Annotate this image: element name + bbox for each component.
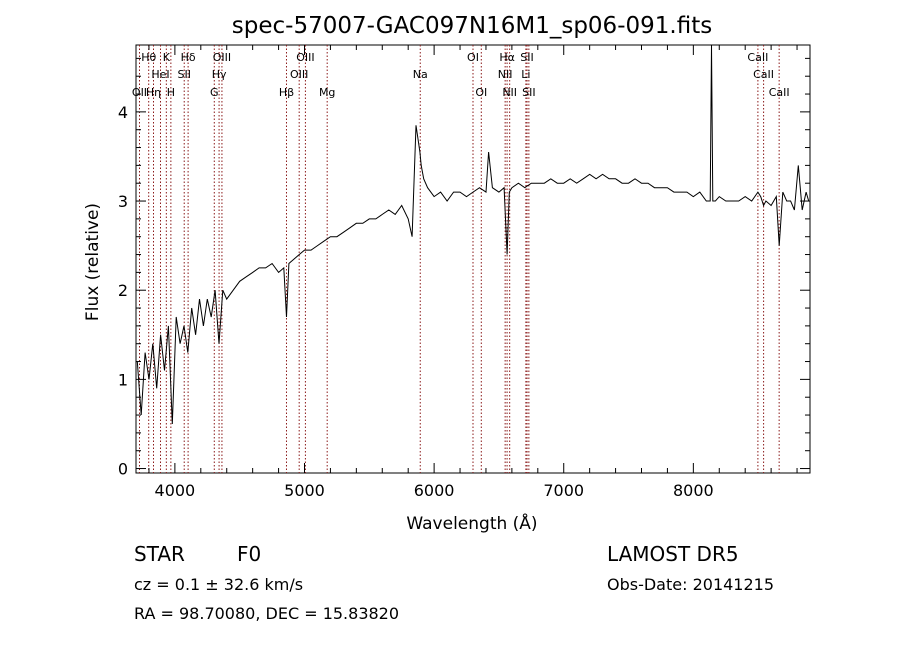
spectrum-series [136,44,810,425]
plot-area: OII Hθ HeI Hη K H Hδ SII OIII Hγ G Hβ OIII OIII Mg Na OI… [118,44,811,500]
spectral-line-label: CaII [769,86,790,99]
coordinates: RA = 98.70080, DEC = 15.83820 [134,604,399,623]
y-axis-ticks: 0 1 2 3 4 [118,57,810,479]
y-tick-label: 4 [118,103,128,122]
spectral-line-label: SII [177,68,190,81]
spectral-line-label: SII [520,51,533,64]
spectral-line-label: OIII [290,68,308,81]
spectral-line-label: Na [413,68,428,81]
spectral-line-label: Mg [319,86,335,99]
y-tick-label: 0 [118,460,128,479]
spectral-line-label: SII [522,86,535,99]
spectral-line-label: Hβ [279,86,294,99]
x-axis-ticks: 4000 5000 6000 7000 8000 [148,45,798,500]
spectral-line-label: K [163,51,171,64]
spectral-line-label: CaII [747,51,768,64]
x-tick-label: 7000 [543,481,584,500]
spectral-line-label: Hη [146,86,161,99]
x-axis-label: Wavelength (Å) [406,512,537,534]
spectral-line-label: OIII [213,51,231,64]
spectral-line-label: Li [521,68,530,81]
spectral-line-label: OI [475,86,487,99]
y-tick-label: 3 [118,192,128,211]
object-subclass: F0 [237,542,261,566]
x-tick-label: 5000 [284,481,325,500]
spectral-line-labels: OII Hθ HeI Hη K H Hδ SII OIII Hγ G Hβ OIII OIII Mg Na OI… [132,51,790,99]
spectral-line-label: HeI [151,68,169,81]
spectral-line-label: NII [498,68,513,81]
spectral-line-label: H [167,86,175,99]
spectral-line-label: OI [467,51,479,64]
y-tick-label: 2 [118,281,128,300]
spectral-line-label: Hα [499,51,515,64]
x-tick-label: 6000 [414,481,455,500]
spectral-line-label: Hγ [212,68,227,81]
spectral-line-label: NII [502,86,517,99]
spectral-line-label: OIII [296,51,314,64]
spectral-line-label: Hδ [181,51,196,64]
spectral-line-markers [138,45,780,473]
chart-title: spec-57007-GAC097N16M1_sp06-091.fits [232,13,712,39]
x-tick-label: 8000 [673,481,714,500]
spectral-line-label: CaII [753,68,774,81]
y-tick-label: 1 [118,370,128,389]
spectral-line-label: G [210,86,219,99]
spectral-line-label: OII [132,86,147,99]
survey-name: LAMOST DR5 [607,542,739,566]
y-axis-label: Flux (relative) [83,203,103,321]
x-tick-label: 4000 [155,481,196,500]
spectral-line-label: Hθ [141,51,156,64]
obs-date: Obs-Date: 20141215 [607,575,774,594]
object-class: STAR [134,542,185,566]
redshift-label: cz = 0.1 ± 32.6 km/s [134,575,303,594]
